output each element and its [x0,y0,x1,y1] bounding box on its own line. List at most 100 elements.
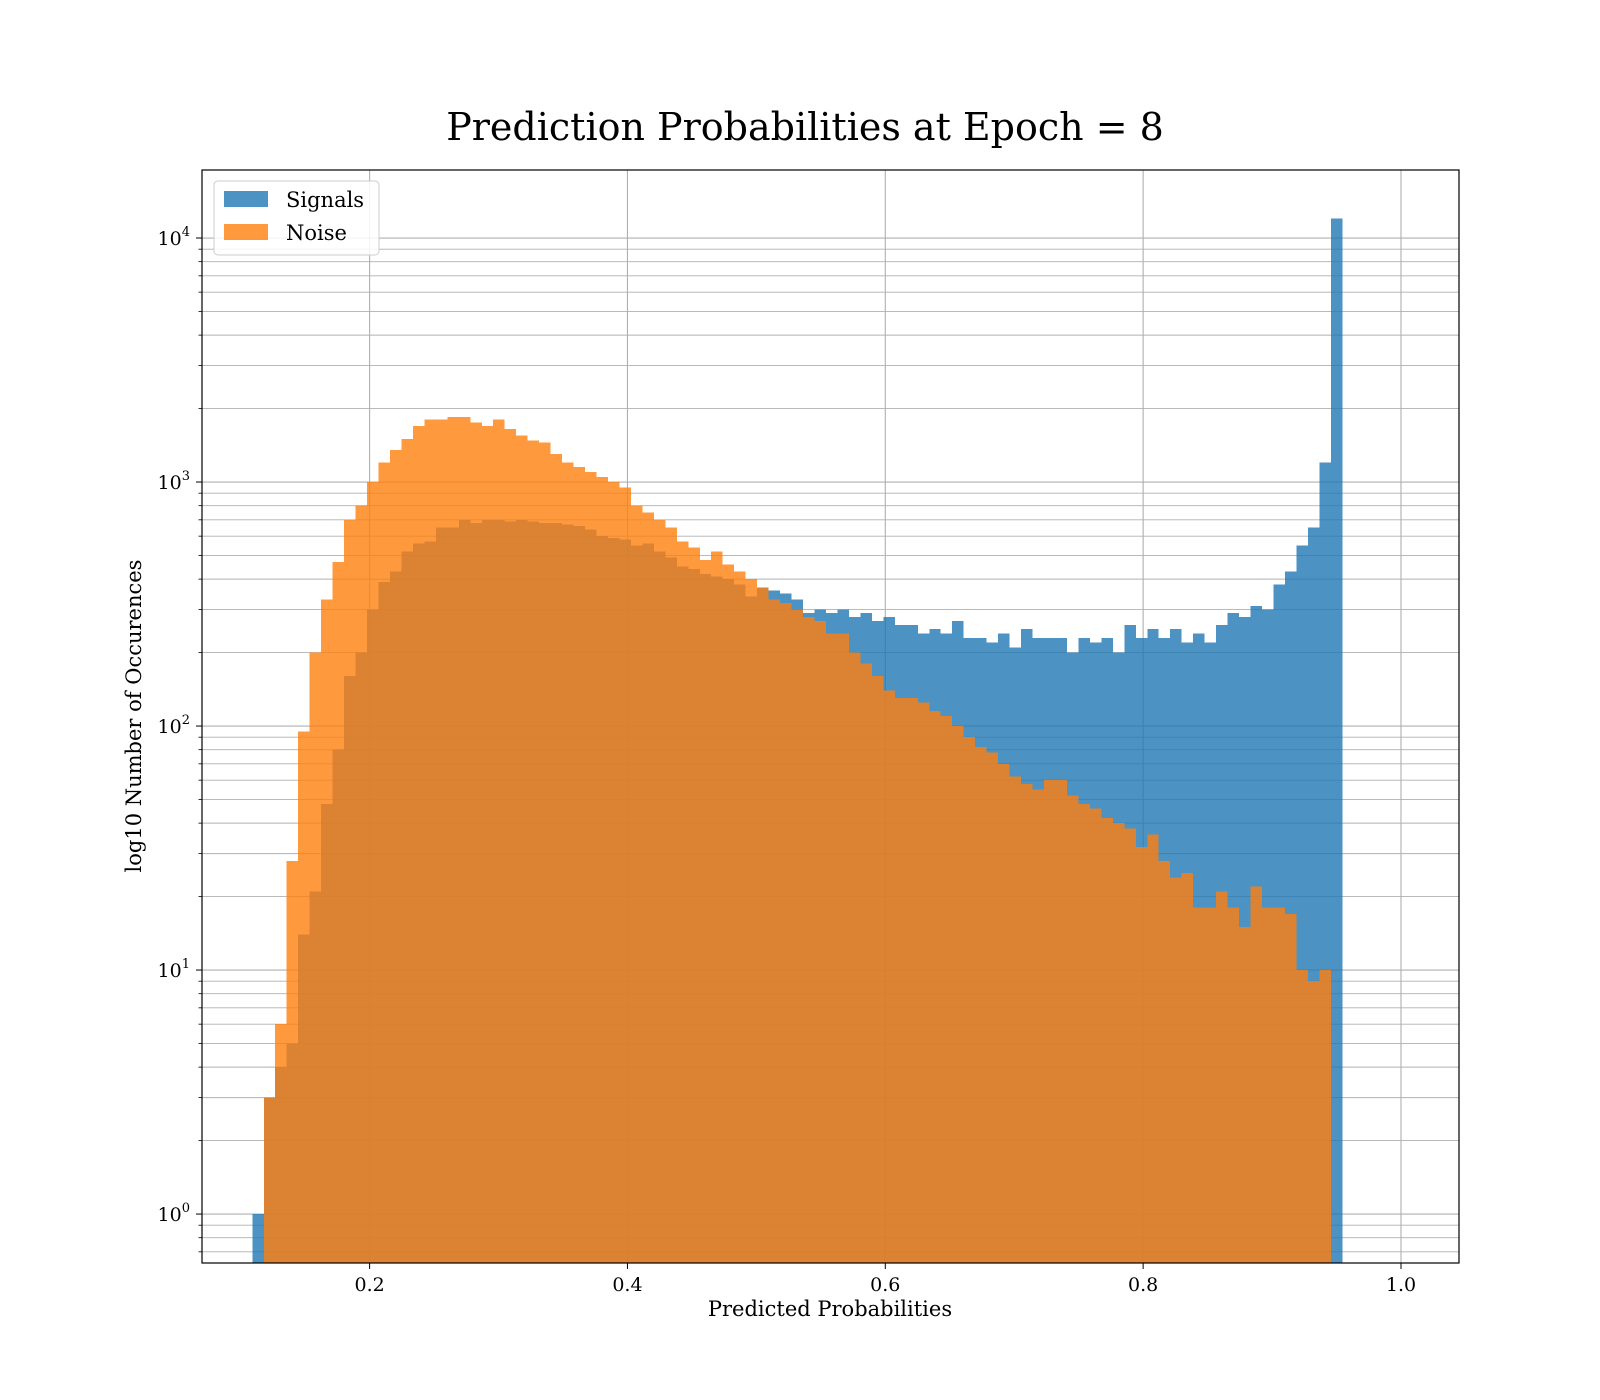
bar-noise [504,428,517,1263]
bar-noise [550,454,563,1263]
bar-signals [252,1214,264,1263]
bar-signals [1307,527,1320,1263]
bar-noise [688,547,700,1263]
histogram-bars [252,218,1343,1264]
bar-noise [825,633,838,1263]
bar-noise [539,442,551,1263]
bar-noise [986,752,999,1263]
bar-noise [642,512,654,1263]
bar-noise [1307,981,1320,1263]
bar-noise [516,435,528,1264]
bar-noise [871,676,884,1263]
y-axis-ticks: 100 101 102 103 104 [158,225,202,1253]
bar-noise [1204,907,1217,1263]
bar-noise [1158,860,1171,1263]
bar-noise [1273,907,1285,1263]
bar-noise [355,505,368,1263]
bar-noise [619,487,631,1263]
bar-noise [1284,913,1297,1263]
bar-noise [952,726,964,1263]
bar-noise [1147,834,1159,1263]
bar-noise [562,462,574,1263]
bar-noise [458,416,471,1264]
bar-noise [1066,795,1079,1263]
bar-noise [286,860,299,1263]
bar-noise [791,609,804,1263]
bar-noise [711,551,723,1263]
bar-noise [734,571,746,1263]
bar-noise [780,602,792,1263]
plot-frame [201,169,1460,1264]
legend-swatch-signals [224,191,268,207]
bar-noise [367,482,379,1264]
bar-noise [1181,872,1194,1263]
bar-noise [1193,907,1205,1263]
bar-noise [745,579,758,1263]
bar-noise [1239,927,1251,1263]
bar-noise [378,462,390,1263]
bar-noise [1296,970,1308,1263]
x-tick-label: 1.0 [1386,1274,1416,1296]
bar-noise [1135,846,1148,1263]
legend-label-signals: Signals [286,188,364,212]
bar-noise [929,711,941,1263]
bar-noise [883,690,895,1263]
bar-noise [860,663,872,1263]
bar-noise [1043,780,1056,1263]
chart-title: Prediction Probabilities at Epoch = 8 [446,105,1164,149]
bar-noise [263,1097,276,1263]
bar-noise [848,652,861,1263]
y-tick-label: 101 [158,957,190,982]
bar-noise [630,505,643,1263]
bar-noise [389,450,402,1263]
bar-noise [1078,803,1090,1263]
bar-noise [998,763,1010,1263]
bar-noise [309,652,322,1263]
bar-noise [493,419,505,1263]
y-tick-label: 100 [158,1201,190,1226]
bar-signals [1296,545,1308,1263]
bar-noise [757,587,769,1263]
bar-noise [573,467,586,1263]
bar-noise [298,731,310,1263]
bar-noise [894,698,907,1263]
bar-noise [699,559,712,1263]
bar-noise [275,1024,287,1263]
bar-noise [607,482,620,1264]
bar-noise [1227,907,1240,1263]
bar-noise [527,440,540,1263]
bar-signals [1330,218,1343,1264]
x-axis-ticks: 0.2 0.4 0.6 0.8 1.0 [354,1263,1416,1296]
bar-noise [917,702,930,1263]
bar-noise [1216,891,1228,1263]
bar-noise [837,633,849,1263]
bar-noise [1021,783,1033,1263]
y-tick-label: 102 [158,713,190,738]
bar-noise [344,519,356,1263]
bar-noise [1089,808,1102,1263]
bar-noise [470,422,482,1263]
bar-noise [332,562,345,1263]
bar-noise [940,715,953,1263]
bar-noise [1101,817,1113,1263]
y-tick-label: 104 [158,225,190,250]
bar-noise [676,541,689,1263]
bar-noise [803,616,815,1263]
bar-noise [1170,877,1182,1263]
bar-noise [1124,828,1136,1263]
bar-noise [401,439,413,1264]
bar-noise [1262,907,1274,1263]
bar-noise [768,599,781,1263]
bar-noise [665,527,677,1263]
bar-noise [435,419,448,1263]
bar-noise [447,416,459,1264]
bar-noise [1009,776,1022,1263]
y-tick-label: 103 [158,469,190,494]
y-axis-label: log10 Number of Occurences [122,560,146,873]
bar-noise [321,599,333,1263]
bar-noise [1112,823,1125,1263]
legend-swatch-noise [224,224,268,240]
bar-noise [585,471,597,1263]
bar-noise [596,476,608,1264]
x-tick-label: 0.6 [870,1274,900,1296]
